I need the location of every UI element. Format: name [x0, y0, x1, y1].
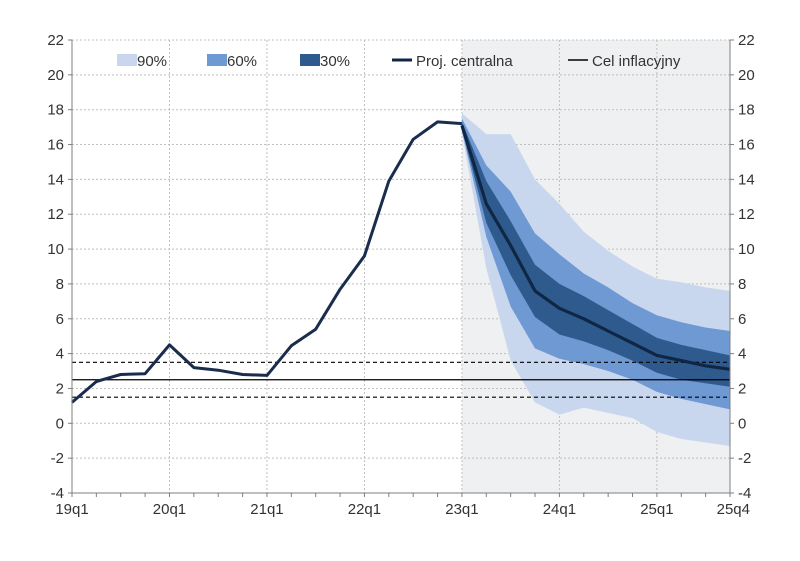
legend-label: 30% [320, 53, 350, 70]
y-tick-label-left: 8 [56, 276, 64, 293]
y-tick-label-left: -4 [51, 485, 64, 502]
y-tick-label-left: 18 [47, 102, 64, 119]
y-tick-label-left: 0 [56, 415, 64, 432]
legend-label: Cel inflacyjny [592, 53, 681, 70]
x-tick-label: 25q1 [640, 501, 673, 518]
y-tick-label-left: 22 [47, 32, 64, 49]
legend-swatch-60pct [207, 54, 227, 66]
y-tick-label-left: 2 [56, 380, 64, 397]
y-tick-label-left: 4 [56, 346, 64, 363]
y-tick-label-right: 2 [738, 380, 746, 397]
y-tick-label-left: 14 [47, 171, 64, 188]
reference-lines-layer [72, 361, 730, 398]
y-tick-label-left: 10 [47, 241, 64, 258]
y-tick-label-right: 16 [738, 137, 755, 154]
fan-band-60pct [461, 118, 730, 410]
x-tick-label: 19q1 [55, 501, 88, 518]
y-tick-label-right: 12 [738, 206, 755, 223]
y-tick-label-right: 10 [738, 241, 755, 258]
historical-cpi-line [71, 120, 463, 404]
series-lines-layer [71, 120, 731, 404]
y-tick-label-left: 12 [47, 206, 64, 223]
y-tick-label-right: 14 [738, 171, 755, 188]
y-tick-label-right: 22 [738, 32, 755, 49]
legend-label: 90% [137, 53, 167, 70]
y-tick-label-right: -2 [738, 450, 751, 467]
x-tick-label: 25q4 [717, 501, 750, 518]
y-tick-label-left: 20 [47, 67, 64, 84]
legend-label: 60% [227, 53, 257, 70]
y-tick-label-right: 4 [738, 346, 746, 363]
legend: 90% 60% 30% Proj. centralna Cel inflacyjny [117, 53, 681, 70]
y-tick-label-left: 16 [47, 137, 64, 154]
x-tick-label: 23q1 [445, 501, 478, 518]
x-tick-label: 20q1 [153, 501, 186, 518]
legend-swatch-30pct [300, 54, 320, 66]
y-tick-label-right: 6 [738, 311, 746, 328]
x-tick-label: 24q1 [543, 501, 576, 518]
x-tick-label: 22q1 [348, 501, 381, 518]
y-tick-label-left: 6 [56, 311, 64, 328]
x-tick-label: 21q1 [250, 501, 283, 518]
y-tick-label-right: 18 [738, 102, 755, 119]
y-tick-label-right: -4 [738, 485, 751, 502]
y-tick-label-right: 0 [738, 415, 746, 432]
central-projection-line [460, 124, 731, 371]
y-tick-label-right: 20 [738, 67, 755, 84]
y-tick-label-left: -2 [51, 450, 64, 467]
y-tick-label-right: 8 [738, 276, 746, 293]
legend-swatch-90pct [117, 54, 137, 66]
legend-label: Proj. centralna [416, 53, 513, 70]
